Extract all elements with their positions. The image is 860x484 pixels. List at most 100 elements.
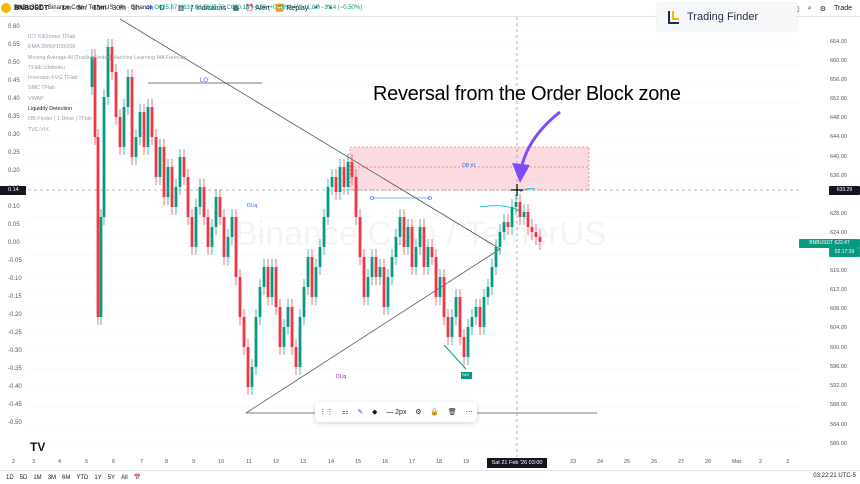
candle-body — [318, 247, 322, 267]
candle-body — [246, 347, 250, 387]
replay-button[interactable]: ⏪ Replay — [275, 5, 309, 12]
left-axis-label: -0.20 — [8, 312, 22, 318]
time-axis-label: 28 — [705, 459, 712, 465]
range-ytd[interactable]: YTD — [76, 474, 89, 481]
indicator-item[interactable]: VWAP — [28, 95, 44, 102]
redo-icon[interactable]: ↷ — [326, 5, 332, 12]
timeframe-30m[interactable]: 30m — [112, 4, 126, 12]
symbol-avatar-icon[interactable] — [1, 3, 11, 13]
candle-body — [278, 307, 282, 347]
line-width-control[interactable]: — 2px — [386, 408, 407, 416]
tradingview-logo[interactable]: TV — [30, 440, 46, 454]
clock[interactable]: 03:22:21 UTC-5 — [813, 473, 856, 479]
sell-label: Sell — [462, 372, 469, 377]
timeframe-5m[interactable]: 5m — [76, 4, 87, 12]
pencil-icon[interactable]: ✎ — [357, 409, 364, 416]
candle-body — [466, 327, 470, 357]
candle-body — [130, 77, 134, 157]
settings-icon[interactable]: ⚙ — [819, 5, 826, 13]
candle-body — [322, 217, 326, 247]
templates-icon[interactable]: ▦ — [232, 5, 240, 12]
range-5d[interactable]: 5D — [19, 474, 28, 481]
range-1m[interactable]: 1M — [33, 474, 42, 481]
indicators-button[interactable]: ƒ Indicators — [190, 4, 227, 12]
more-icon[interactable]: ⋯ — [465, 409, 473, 416]
time-axis-label: 27 — [678, 459, 685, 465]
chart-type-icon[interactable]: ▥ — [177, 5, 185, 12]
candle-body — [310, 257, 314, 297]
candle-body — [534, 232, 538, 237]
left-axis-label: 0.30 — [8, 132, 20, 138]
range-1y[interactable]: 1Y — [94, 474, 102, 481]
indicator-item[interactable]: OB Finder | 1 Drive | TFlab — [28, 116, 93, 123]
left-axis-label: -0.25 — [8, 330, 22, 336]
indicator-item[interactable]: Moving Average AI [TradingFinder] Machin… — [28, 54, 187, 61]
triangle-upper-line — [119, 18, 501, 250]
indicator-item[interactable]: Inversion FVG TFlab — [28, 75, 78, 82]
time-axis-label: 11 — [246, 459, 252, 465]
trade-button[interactable]: Trade — [833, 5, 852, 12]
left-axis-label: 0.60 — [8, 24, 20, 30]
symbol-search[interactable]: BNBUSDT — [14, 4, 49, 12]
candle-body — [194, 207, 198, 247]
candle-body — [294, 347, 298, 367]
candle-body — [502, 222, 506, 232]
fill-icon[interactable]: ◆ — [372, 409, 378, 416]
template-icon[interactable]: ⚏ — [342, 409, 349, 416]
divider — [170, 3, 172, 13]
range-6m[interactable]: 6M — [62, 474, 71, 481]
left-axis-label: 0.35 — [8, 114, 20, 120]
candle-body — [150, 107, 154, 137]
timeframe-1h[interactable]: 1h — [131, 4, 140, 12]
search-icon[interactable]: ⌕ — [807, 4, 812, 12]
indicator-item[interactable]: EMA 20/50/100/200 — [28, 44, 76, 51]
chart-canvas[interactable] — [0, 17, 860, 457]
undo-icon[interactable]: ↶ — [314, 5, 321, 12]
time-axis-label: 3 — [32, 459, 36, 465]
settings-icon[interactable]: ⚙ — [415, 409, 422, 416]
lock-icon[interactable]: 🔒 — [430, 409, 440, 416]
candle-body — [298, 317, 302, 367]
candle-body — [110, 47, 114, 72]
candle-body — [206, 217, 210, 247]
range-5y[interactable]: 5Y — [107, 474, 116, 481]
indicator-item[interactable]: TFlab Ichimoku — [28, 64, 65, 71]
candle-body — [102, 97, 106, 217]
candle-body — [314, 267, 318, 297]
timeframe-d[interactable]: D — [159, 4, 165, 12]
candle-body — [338, 167, 342, 192]
drawing-toolbar: ⋮⋮ ⚏ ✎ ◆ — 2px ⚙ 🔒 🗑 ⋯ — [315, 402, 477, 422]
left-axis-label: 0.20 — [8, 168, 20, 174]
indicator-item[interactable]: TVC:VIX — [28, 126, 49, 133]
legend-values: O625.87 H631.63 L625.72 C630.18 +4.30 (+… — [154, 5, 363, 11]
time-axis-label: 23 — [570, 459, 577, 465]
candle-body — [286, 307, 290, 327]
right-axis-label: 644.00 — [830, 134, 847, 140]
time-axis[interactable]: 2 3 4 5 6 7 8 9 10 11 12 13 14 15 16 17 18 19 23 24 25 26 27 28… — [0, 457, 800, 469]
liquidity-curve — [479, 205, 521, 212]
drag-handle-icon[interactable]: ⋮⋮ — [319, 409, 334, 416]
timeframe-4h[interactable]: 4h — [145, 4, 154, 12]
range-1d[interactable]: 1D — [6, 474, 14, 481]
right-axis-label: 664.00 — [830, 39, 847, 45]
candle-body — [366, 277, 370, 297]
time-axis-label: 9 — [192, 459, 196, 465]
timeframe-15m[interactable]: 15m — [92, 4, 107, 12]
indicator-item[interactable]: SMC TFlab — [28, 85, 56, 92]
candle-body — [334, 177, 338, 192]
indicator-item[interactable]: Liquidity Detection — [28, 106, 73, 113]
calendar-icon[interactable]: 📅 — [133, 475, 142, 481]
time-axis-label: 26 — [651, 459, 658, 465]
delete-icon[interactable]: 🗑 — [447, 409, 457, 416]
right-axis-label: 636.00 — [830, 173, 847, 179]
candle-body — [230, 217, 234, 237]
range-3m[interactable]: 3M — [47, 474, 57, 481]
range-all[interactable]: All — [121, 474, 128, 481]
indicator-item[interactable]: ICT KillZones TFlab — [28, 34, 76, 40]
alert-button[interactable]: ⏰ Alert — [245, 5, 270, 12]
candle-body — [326, 187, 330, 217]
time-axis-label: 8 — [165, 459, 169, 465]
crosshair-cursor — [511, 184, 523, 196]
time-axis-label: 13 — [300, 459, 307, 465]
timeframe-1m[interactable]: 1m — [61, 4, 71, 12]
